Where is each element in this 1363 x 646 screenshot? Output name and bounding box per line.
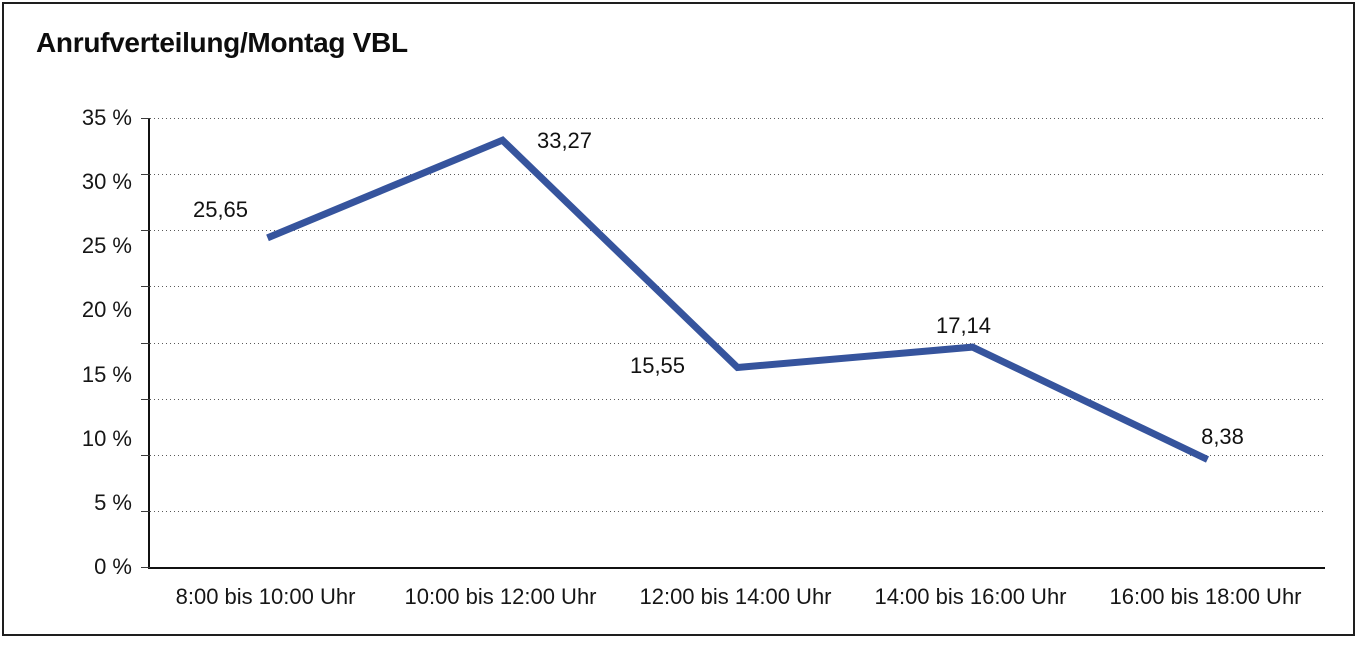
y-axis-tick [141,174,150,176]
gridline [150,118,1325,119]
y-axis-tick [141,342,150,344]
y-axis-label: 25 % [81,233,132,259]
y-axis-tick [141,118,150,119]
data-label: 33,27 [536,128,593,154]
gridline [150,174,1325,176]
series-line [266,136,1210,463]
y-axis-label: 20 % [81,297,132,323]
y-axis-tick [141,567,150,568]
y-axis-tick [141,510,150,512]
y-axis-tick [141,454,150,456]
x-axis-label: 16:00 bis 18:00 Uhr [1109,584,1302,609]
chart-title: Anrufverteilung/Montag VBL [36,27,408,58]
gridline [150,342,1325,344]
gridline [150,230,1325,232]
y-axis-label: 10 % [81,425,132,451]
x-axis-label: 8:00 bis 10:00 Uhr [175,584,356,609]
series-line-svg [266,136,1210,463]
y-axis-label: 35 % [81,105,132,130]
gridline [150,454,1325,456]
y-axis-tick [141,398,150,400]
gridline [150,286,1325,288]
y-axis-tick [141,286,150,288]
data-label: 25,65 [192,196,249,222]
gridline [150,398,1325,400]
data-label: 15,55 [629,352,686,378]
x-axis-label: 10:00 bis 12:00 Uhr [404,584,597,609]
y-axis-tick [141,230,150,232]
data-label: 17,14 [935,313,992,339]
x-axis-label: 14:00 bis 16:00 Uhr [874,584,1067,609]
y-axis-label: 15 % [81,361,132,387]
data-label: 8,38 [1201,424,1244,450]
y-axis-label: 5 % [94,489,132,515]
y-axis-label: 30 % [81,169,132,195]
x-axis-label: 12:00 bis 14:00 Uhr [639,584,832,609]
gridline [150,510,1325,512]
y-axis-label: 0 % [94,554,132,579]
plot-area: 25,65 33,27 15,55 17,14 8,38 [141,118,1325,569]
chart-frame [2,2,1355,636]
